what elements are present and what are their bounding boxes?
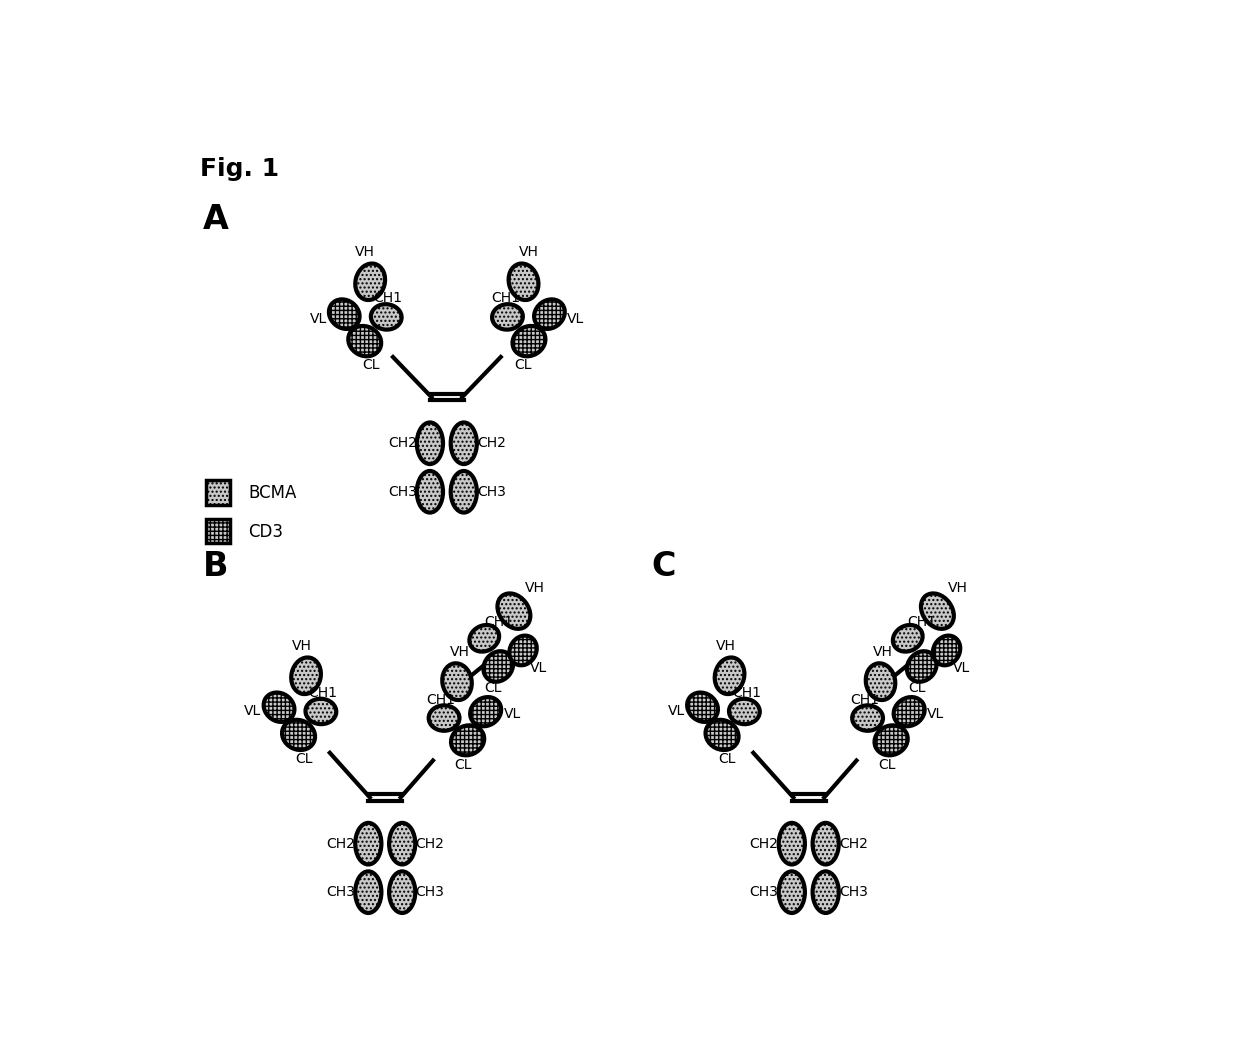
- Ellipse shape: [305, 698, 336, 724]
- Text: VH: VH: [356, 246, 376, 259]
- Text: VL: VL: [310, 311, 326, 325]
- Text: VH: VH: [949, 581, 968, 595]
- Ellipse shape: [874, 725, 908, 756]
- Ellipse shape: [812, 823, 838, 864]
- Ellipse shape: [714, 658, 744, 694]
- Text: CH1: CH1: [309, 686, 337, 699]
- Text: CH1: CH1: [427, 693, 455, 707]
- Text: BCMA: BCMA: [248, 485, 296, 503]
- Ellipse shape: [355, 872, 382, 913]
- Ellipse shape: [812, 872, 838, 913]
- Text: CH2: CH2: [477, 436, 506, 451]
- Text: CH3: CH3: [839, 885, 868, 899]
- FancyBboxPatch shape: [206, 480, 231, 505]
- Text: CH2: CH2: [750, 837, 779, 850]
- Text: CH3: CH3: [477, 485, 506, 499]
- Text: CH2: CH2: [326, 837, 355, 850]
- Ellipse shape: [497, 593, 531, 629]
- Ellipse shape: [264, 692, 294, 722]
- Text: VH: VH: [715, 639, 735, 654]
- Text: VL: VL: [244, 704, 262, 718]
- Text: VH: VH: [525, 581, 544, 595]
- Text: CD3: CD3: [248, 523, 283, 541]
- Text: VL: VL: [928, 707, 945, 721]
- Text: B: B: [203, 550, 228, 583]
- Text: VL: VL: [667, 704, 684, 718]
- Ellipse shape: [417, 422, 443, 465]
- Ellipse shape: [450, 471, 477, 512]
- Text: CL: CL: [719, 752, 737, 766]
- FancyBboxPatch shape: [206, 519, 231, 543]
- Text: C: C: [651, 550, 676, 583]
- Ellipse shape: [291, 658, 321, 694]
- Text: CH1: CH1: [484, 615, 513, 629]
- Text: CH1: CH1: [491, 291, 521, 305]
- Text: CH1: CH1: [732, 686, 761, 699]
- Ellipse shape: [866, 663, 895, 701]
- Ellipse shape: [451, 725, 485, 756]
- Text: CH3: CH3: [415, 885, 444, 899]
- Ellipse shape: [389, 823, 415, 864]
- Ellipse shape: [687, 692, 718, 722]
- Text: VL: VL: [567, 311, 584, 325]
- Text: CL: CL: [295, 752, 312, 766]
- Text: CH3: CH3: [388, 485, 417, 499]
- Text: VL: VL: [529, 661, 547, 675]
- Ellipse shape: [779, 823, 805, 864]
- Ellipse shape: [355, 823, 382, 864]
- Ellipse shape: [371, 304, 402, 330]
- Text: Fig. 1: Fig. 1: [201, 157, 279, 181]
- Text: CL: CL: [908, 681, 925, 695]
- Ellipse shape: [281, 720, 315, 750]
- Ellipse shape: [906, 652, 936, 681]
- Ellipse shape: [932, 636, 960, 665]
- Ellipse shape: [492, 304, 523, 330]
- Text: VH: VH: [293, 639, 312, 654]
- Ellipse shape: [470, 697, 501, 726]
- Text: A: A: [203, 203, 228, 236]
- Text: VL: VL: [503, 707, 521, 721]
- Text: CL: CL: [878, 758, 895, 772]
- Ellipse shape: [348, 326, 381, 356]
- Text: VH: VH: [518, 246, 538, 259]
- Text: VL: VL: [954, 661, 970, 675]
- Ellipse shape: [893, 625, 923, 652]
- Ellipse shape: [417, 471, 443, 512]
- Ellipse shape: [852, 706, 883, 730]
- Ellipse shape: [443, 663, 471, 701]
- Text: CL: CL: [455, 758, 472, 772]
- Ellipse shape: [921, 593, 954, 629]
- Ellipse shape: [470, 625, 500, 652]
- Text: CH1: CH1: [851, 693, 879, 707]
- Text: CL: CL: [513, 358, 532, 372]
- Ellipse shape: [484, 652, 513, 681]
- Text: CH1: CH1: [373, 291, 402, 305]
- Text: VH: VH: [873, 645, 893, 659]
- Text: CH2: CH2: [388, 436, 417, 451]
- Ellipse shape: [512, 326, 546, 356]
- Ellipse shape: [429, 706, 460, 730]
- Ellipse shape: [894, 697, 925, 726]
- Ellipse shape: [389, 872, 415, 913]
- Text: CH3: CH3: [750, 885, 779, 899]
- Ellipse shape: [706, 720, 739, 750]
- Ellipse shape: [450, 422, 477, 465]
- Ellipse shape: [508, 264, 538, 300]
- Text: CL: CL: [362, 358, 379, 372]
- Ellipse shape: [729, 698, 760, 724]
- Text: CL: CL: [485, 681, 502, 695]
- Ellipse shape: [534, 300, 564, 328]
- Text: CH1: CH1: [908, 615, 936, 629]
- Text: VH: VH: [449, 645, 469, 659]
- Ellipse shape: [329, 300, 360, 328]
- Text: CH2: CH2: [839, 837, 868, 850]
- Ellipse shape: [510, 636, 537, 665]
- Text: CH2: CH2: [415, 837, 444, 850]
- Text: CH3: CH3: [326, 885, 355, 899]
- Ellipse shape: [779, 872, 805, 913]
- Ellipse shape: [355, 264, 386, 300]
